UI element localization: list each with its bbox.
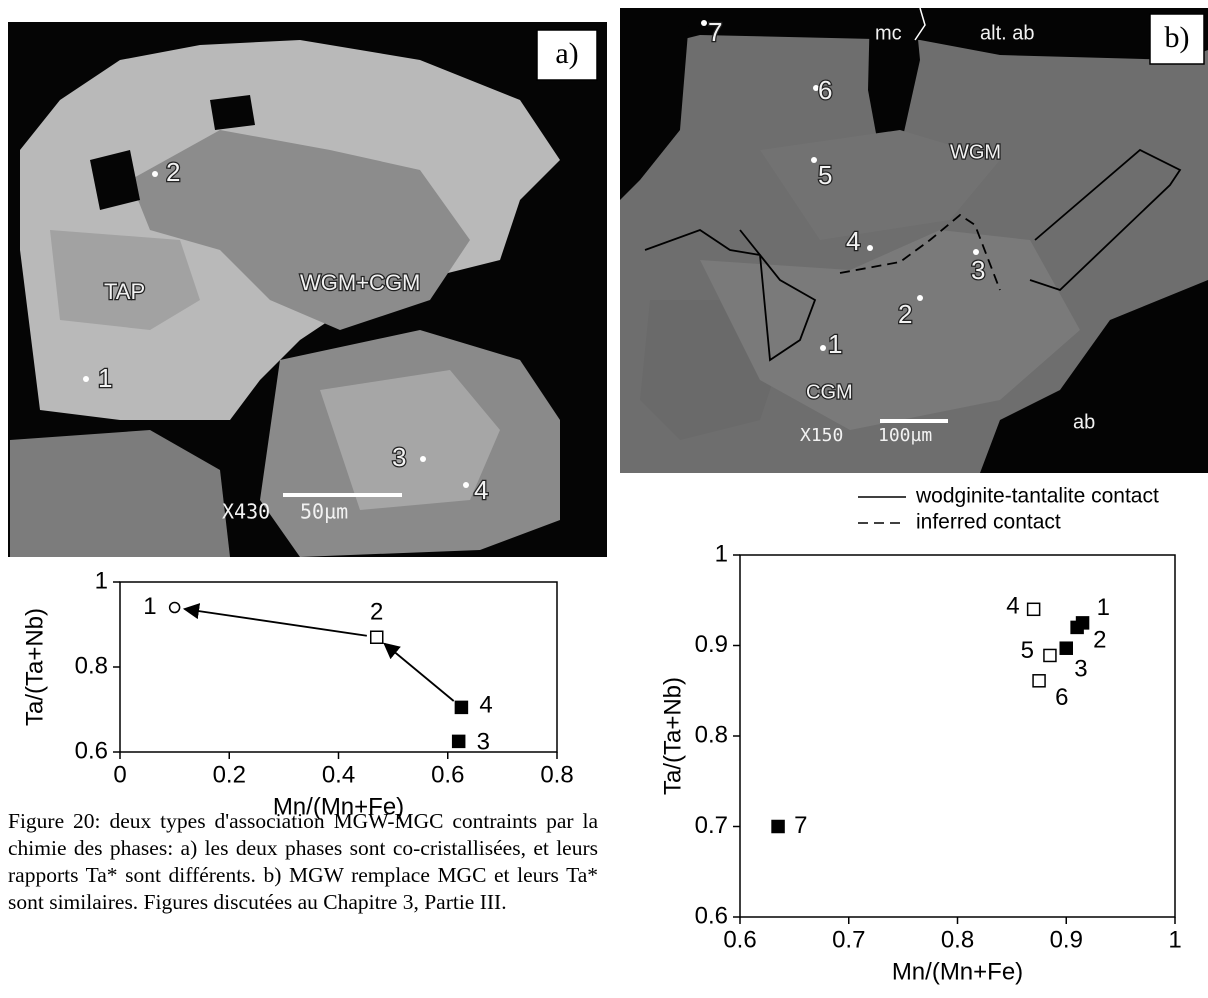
y-tick-label: 0.8 [695, 721, 728, 748]
point-label: 1 [143, 593, 156, 620]
point-label: 3 [971, 255, 985, 285]
x-tick-label: 0.6 [431, 761, 464, 788]
point-label: 2 [166, 157, 180, 187]
phase-label: WGM [950, 141, 1001, 163]
point [1059, 641, 1073, 655]
point [1070, 620, 1084, 635]
x-tick-label: 0.2 [213, 761, 246, 788]
x-tick-label: 1 [1168, 926, 1181, 953]
magnification: X150 [800, 425, 843, 446]
point-label: 2 [898, 299, 912, 329]
x-axis-title: Mn/(Mn+Fe) [892, 958, 1023, 985]
point [454, 700, 469, 715]
point-label: 6 [818, 75, 832, 105]
x-tick-label: 0.8 [540, 761, 573, 788]
point-label: 6 [1055, 684, 1068, 711]
y-tick-label: 0.7 [695, 812, 728, 839]
y-axis-title: Ta/(Ta+Nb) [21, 608, 48, 726]
x-tick-label: 0.4 [322, 761, 355, 788]
point [1032, 674, 1046, 688]
scale-bar-label: 50µm [300, 500, 348, 524]
y-tick-label: 0.6 [695, 902, 728, 929]
scale-bar-label: 100µm [878, 425, 932, 446]
point [451, 734, 466, 749]
micrograph-a: 1 2 3 4 TAP WGM+CGM a) X430 50µm [8, 22, 607, 557]
phase-label: CGM [806, 381, 853, 403]
x-axis-title: Mn/(Mn+Fe) [273, 793, 404, 820]
panel-label: b) [1165, 21, 1190, 54]
point-label: 7 [708, 17, 722, 47]
legend: wodginite-tantalite contact inferred con… [858, 485, 1159, 534]
x-tick-label: 0.7 [832, 926, 865, 953]
x-tick-label: 0.9 [1050, 926, 1083, 953]
point-label: 4 [1006, 593, 1019, 620]
point-label: 1 [828, 329, 842, 359]
legend-entry: wodginite-tantalite contact [915, 485, 1159, 508]
y-tick-label: 0.8 [75, 652, 108, 679]
point [1043, 648, 1057, 663]
point-label: 3 [477, 729, 490, 756]
x-tick-label: 0.8 [941, 926, 974, 953]
y-tick-label: 0.6 [75, 737, 108, 764]
y-tick-label: 1 [715, 540, 728, 567]
point-label: 4 [846, 226, 860, 256]
arrow [383, 642, 455, 702]
phase-label: TAP [104, 279, 145, 304]
y-tick-label: 1 [95, 567, 108, 594]
point [771, 819, 785, 834]
x-tick-label: 0 [113, 761, 126, 788]
phase-label: ab [1073, 411, 1095, 433]
point-label: 4 [479, 692, 492, 719]
point-label: 5 [1021, 637, 1034, 664]
magnification: X430 [222, 500, 270, 524]
point [1026, 602, 1041, 617]
point-label: 1 [1097, 594, 1110, 621]
point-label: 2 [370, 599, 383, 626]
point [168, 601, 181, 614]
point-label: 3 [392, 442, 406, 472]
point-label: 3 [1074, 656, 1087, 683]
point-label: 2 [1093, 627, 1106, 654]
y-tick-label: 0.9 [695, 631, 728, 658]
panel-label: a) [555, 37, 578, 70]
point-label: 1 [98, 363, 112, 393]
x-tick-label: 0.6 [723, 926, 756, 953]
point-label: 5 [818, 160, 832, 190]
legend-entry: inferred contact [916, 511, 1061, 534]
figure-caption: Figure 20: deux types d'association MGW-… [8, 809, 598, 914]
plot-frame [119, 581, 558, 753]
phase-label: mc [875, 22, 902, 44]
phase-label: alt. ab [980, 22, 1034, 44]
arrow [182, 603, 367, 637]
point [369, 630, 384, 644]
point-label: 4 [474, 475, 488, 505]
phase-label: WGM+CGM [300, 270, 420, 295]
point-label: 7 [794, 812, 807, 839]
y-axis-title: Ta/(Ta+Nb) [659, 677, 686, 795]
micrograph-b: 7 6 5 4 3 2 1 mc alt. ab WGM CGM ab b) X… [620, 7, 1208, 473]
